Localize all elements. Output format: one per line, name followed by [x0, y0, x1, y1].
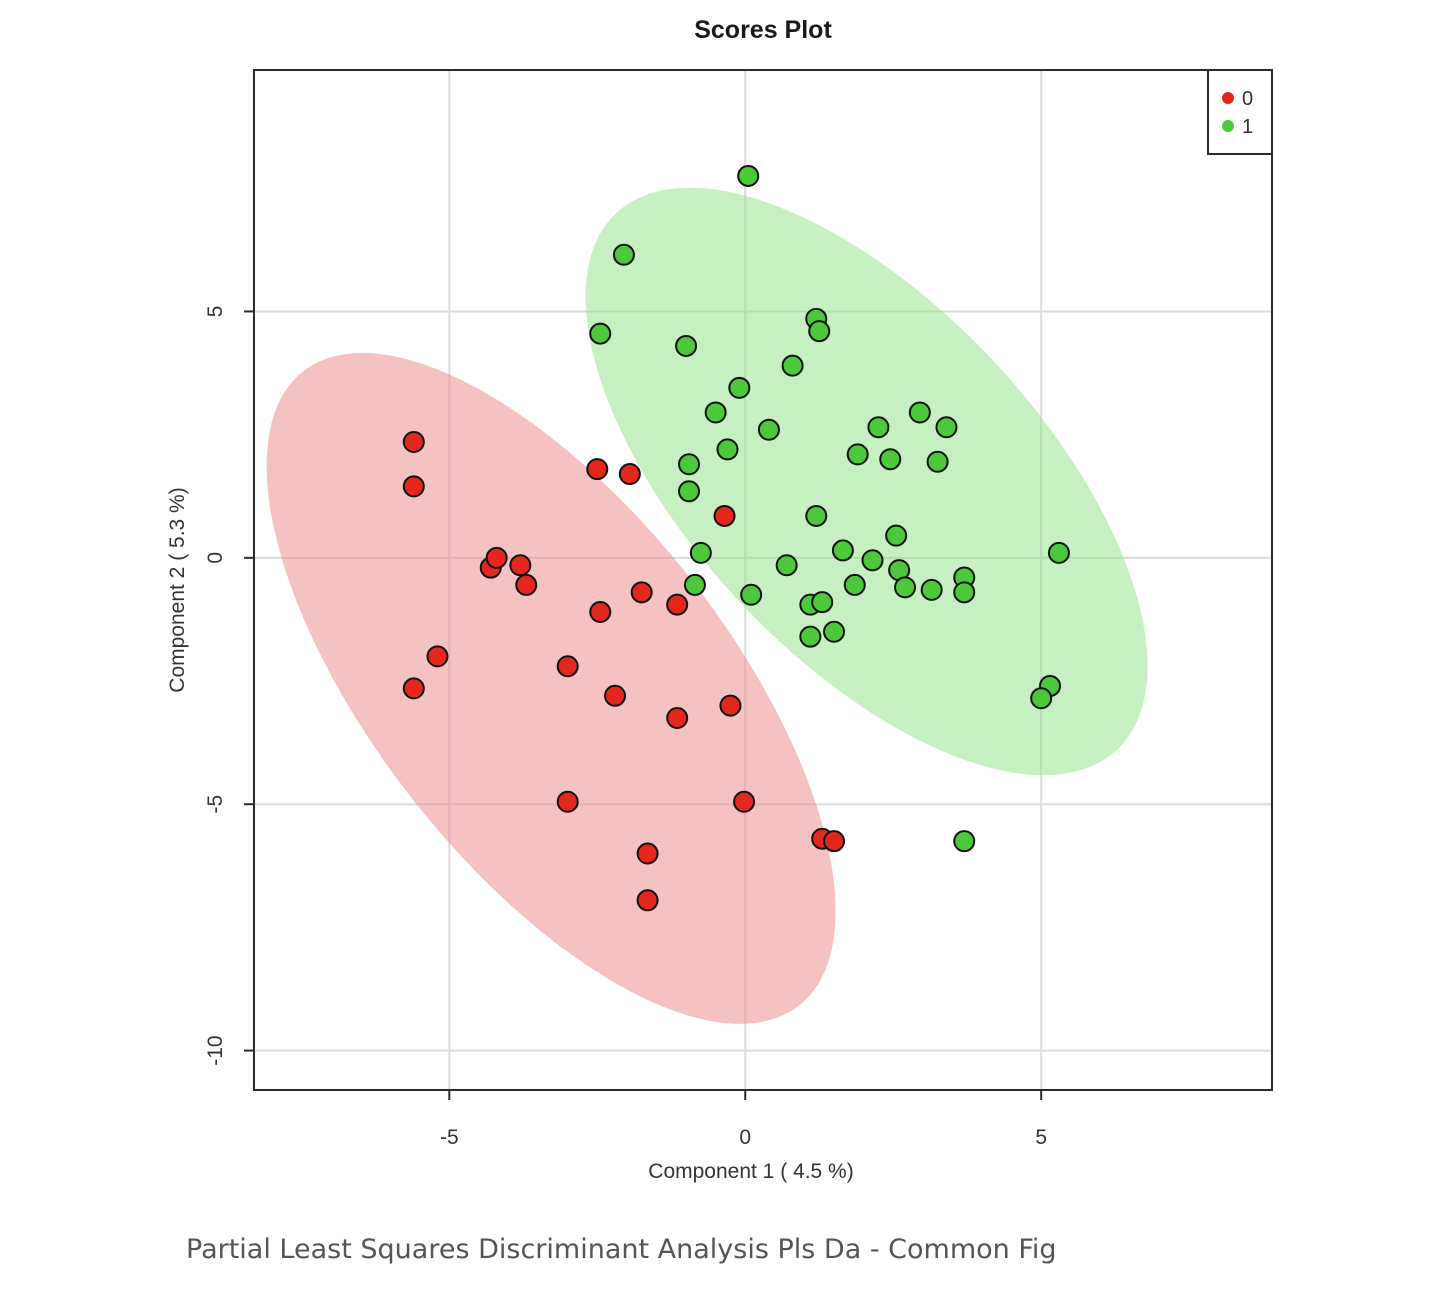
data-point-group-1: [704, 401, 727, 424]
data-point-group-1: [843, 573, 866, 596]
data-point-group-1: [728, 376, 751, 399]
data-point-group-1: [908, 401, 931, 424]
data-point-group-1: [867, 416, 890, 439]
data-point-group-1: [757, 418, 780, 441]
data-point-group-1: [935, 416, 958, 439]
legend-marker-1: [1222, 120, 1234, 132]
data-point-group-1: [953, 581, 976, 604]
data-points: [402, 164, 1070, 912]
data-point-group-1: [675, 334, 698, 357]
data-point-group-1: [894, 576, 917, 599]
data-point-group-1: [689, 541, 712, 564]
axes: -5 0 5 -10 -5 0 5: [204, 306, 1047, 1149]
data-point-group-0: [589, 601, 612, 624]
data-point-group-0: [556, 790, 579, 813]
data-point-group-1: [775, 554, 798, 577]
confidence-ellipse-group-0: [266, 352, 836, 1024]
data-point-group-1: [683, 573, 706, 596]
legend-label-0: 0: [1242, 88, 1253, 110]
data-point-group-1: [885, 524, 908, 547]
data-point-group-1: [589, 322, 612, 345]
data-point-group-0: [586, 458, 609, 481]
data-point-group-1: [846, 443, 869, 466]
data-point-group-1: [831, 539, 854, 562]
chart-title: Scores Plot: [694, 16, 832, 44]
data-point-group-1: [861, 549, 884, 572]
y-tick-label: -5: [204, 795, 227, 814]
data-point-group-0: [666, 593, 689, 616]
data-point-group-1: [678, 480, 701, 503]
data-point-group-1: [1030, 687, 1053, 710]
data-point-group-0: [556, 655, 579, 678]
data-point-group-1: [926, 450, 949, 473]
y-tick-label: 5: [204, 306, 227, 318]
figure-caption: Partial Least Squares Discriminant Analy…: [186, 1234, 1057, 1265]
data-point-group-1: [953, 830, 976, 853]
scores-plot-chart: Scores Plot -5 0 5 -10 -5 0 5 Component 1 ( 4.…: [166, 16, 1273, 1183]
x-tick-label: -5: [440, 1126, 459, 1149]
data-point-group-0: [426, 645, 449, 668]
legend-marker-0: [1222, 92, 1234, 104]
data-point-group-0: [402, 475, 425, 498]
data-point-group-1: [737, 164, 760, 187]
data-point-group-1: [799, 625, 822, 648]
data-point-group-1: [1047, 541, 1070, 564]
data-point-group-0: [636, 842, 659, 865]
data-point-group-1: [808, 320, 831, 343]
x-tick-label: 0: [739, 1126, 751, 1149]
confidence-ellipses: [266, 187, 1148, 1024]
data-point-group-0: [604, 684, 627, 707]
data-point-group-1: [879, 448, 902, 471]
y-tick-label: -10: [204, 1035, 227, 1065]
data-point-group-0: [402, 431, 425, 454]
data-point-group-1: [612, 243, 635, 266]
legend: 01: [1207, 69, 1273, 155]
y-axis-label: Component 2 ( 5.3 %): [166, 487, 189, 692]
data-point-group-1: [920, 578, 943, 601]
data-point-group-1: [716, 438, 739, 461]
data-point-group-1: [781, 354, 804, 377]
data-point-group-1: [811, 591, 834, 614]
data-point-group-0: [823, 830, 846, 853]
data-point-group-0: [618, 463, 641, 486]
data-point-group-0: [713, 504, 736, 527]
data-point-group-1: [823, 620, 846, 643]
data-point-group-0: [733, 790, 756, 813]
data-point-group-1: [678, 453, 701, 476]
plot-frame: [253, 69, 1273, 1091]
x-tick-label: 5: [1035, 1126, 1047, 1149]
legend-box: [1207, 69, 1273, 155]
data-point-group-0: [630, 581, 653, 604]
data-point-group-0: [485, 546, 508, 569]
x-axis-label: Component 1 ( 4.5 %): [648, 1160, 853, 1183]
data-point-group-0: [636, 889, 659, 912]
data-point-group-1: [740, 583, 763, 606]
confidence-ellipse-group-1: [585, 187, 1148, 776]
data-point-group-1: [805, 504, 828, 527]
data-point-group-0: [509, 554, 532, 577]
data-point-group-0: [666, 706, 689, 729]
data-point-group-0: [719, 694, 742, 717]
y-tick-label: 0: [204, 552, 227, 564]
legend-label-1: 1: [1242, 116, 1253, 138]
data-point-group-0: [515, 573, 538, 596]
data-point-group-0: [402, 677, 425, 700]
